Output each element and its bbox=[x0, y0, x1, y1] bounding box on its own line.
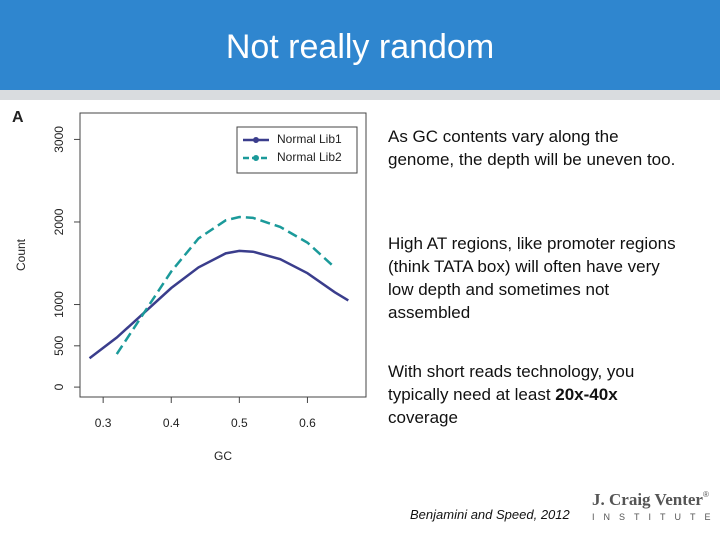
chart: A 0.3 0.4 0.5 0.6 0 500 1000 2000 3000 GC Count Norm… bbox=[12, 109, 367, 463]
logo-sub: INSTITUTE bbox=[592, 512, 720, 522]
logo-mark: ® bbox=[702, 490, 709, 499]
logo: J. Craig Venter® INSTITUTE bbox=[592, 490, 720, 522]
y-tick-label: 500 bbox=[52, 335, 66, 355]
bullet-bold: 20x-40x bbox=[555, 385, 618, 404]
bullet: High AT regions, like promoter regions (… bbox=[388, 234, 676, 322]
header-bar bbox=[0, 0, 720, 90]
x-tick-label: 0.6 bbox=[299, 416, 316, 430]
panel-label: A bbox=[12, 109, 24, 126]
legend-dot bbox=[253, 137, 259, 143]
bullet: As GC contents vary along the genome, th… bbox=[388, 127, 676, 169]
legend-dot bbox=[253, 155, 259, 161]
legend-label: Normal Lib1 bbox=[277, 132, 342, 146]
bullet-text: With short reads technology, you typical… bbox=[388, 362, 635, 404]
fit-line bbox=[115, 215, 336, 355]
legend-box bbox=[236, 126, 358, 174]
slide-title: Not really random bbox=[225, 28, 495, 66]
y-tick-label: 3000 bbox=[52, 126, 66, 153]
x-axis-label: GC bbox=[214, 449, 232, 463]
bullet: With short reads technology, you typical… bbox=[388, 360, 678, 429]
header-strip bbox=[0, 90, 720, 100]
fit-line bbox=[88, 249, 349, 360]
y-tick-label: 2000 bbox=[52, 208, 66, 235]
x-tick-label: 0.5 bbox=[231, 416, 248, 430]
citation: Benjamini and Speed, 2012 bbox=[410, 507, 570, 522]
logo-name: J. Craig Venter bbox=[592, 490, 703, 509]
y-tick-label: 1000 bbox=[52, 291, 66, 318]
legend-label: Normal Lib2 bbox=[277, 150, 342, 164]
y-tick-label: 0 bbox=[52, 383, 66, 390]
bullet-text: coverage bbox=[388, 408, 458, 427]
y-axis-label: Count bbox=[14, 238, 28, 271]
plot-frame bbox=[79, 112, 367, 398]
x-tick-label: 0.4 bbox=[163, 416, 180, 430]
x-tick-label: 0.3 bbox=[95, 416, 112, 430]
